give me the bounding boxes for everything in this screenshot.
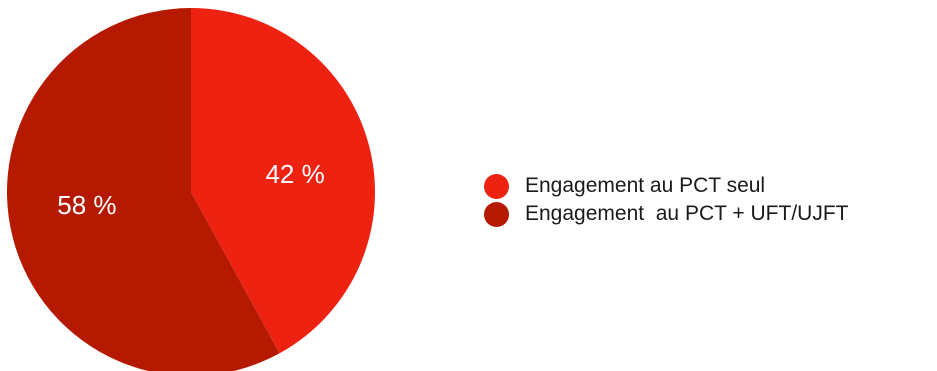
pie-slice [7,8,280,371]
pie-chart: 42 % 58 % [7,8,375,371]
legend-item: Engagement au PCT + UFT/UJFT [484,200,848,228]
legend: Engagement au PCT seul Engagement au PCT… [484,172,848,228]
legend-swatch [484,173,509,199]
legend-label: Engagement au PCT + UFT/UJFT [525,202,849,225]
slice-label: 58 % [57,190,116,220]
slice-label: 42 % [265,159,324,189]
legend-label: Engagement au PCT seul [525,174,766,197]
legend-item: Engagement au PCT seul [484,172,848,200]
legend-swatch [484,201,509,227]
pie-slice [191,8,375,354]
